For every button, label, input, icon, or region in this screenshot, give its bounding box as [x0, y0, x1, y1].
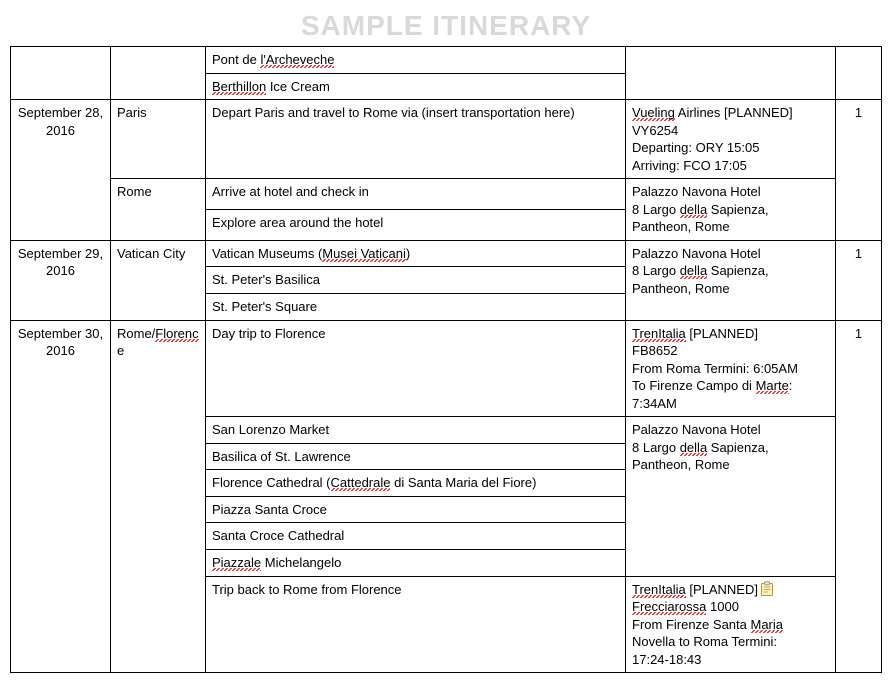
location-cell: Rome/Florence	[111, 320, 206, 673]
nights-cell: 1	[836, 100, 882, 241]
activity-cell: Berthillon Ice Cream	[206, 73, 626, 100]
activity-cell: Piazza Santa Croce	[206, 496, 626, 523]
transport-cell: Palazzo Navona Hotel 8 Largo della Sapie…	[626, 417, 836, 576]
itinerary-table: Pont de l'Archeveche Berthillon Ice Crea…	[10, 46, 882, 673]
activity-cell: St. Peter's Square	[206, 294, 626, 321]
table-row: Pont de l'Archeveche	[11, 47, 882, 74]
location-cell: Vatican City	[111, 240, 206, 320]
activity-cell: Depart Paris and travel to Rome via (ins…	[206, 100, 626, 179]
activity-cell: Trip back to Rome from Florence	[206, 576, 626, 673]
activity-cell: Florence Cathedral (Cattedrale di Santa …	[206, 470, 626, 497]
date-cell	[11, 47, 111, 100]
activity-cell: Arrive at hotel and check in	[206, 179, 626, 210]
activity-cell: San Lorenzo Market	[206, 417, 626, 444]
clipboard-icon	[760, 581, 774, 597]
date-cell: September 30, 2016	[11, 320, 111, 673]
nights-cell: 1	[836, 240, 882, 320]
transport-cell	[626, 47, 836, 100]
date-cell: September 28, 2016	[11, 100, 111, 241]
table-row: September 29, 2016 Vatican City Vatican …	[11, 240, 882, 267]
activity-cell: Vatican Museums (Musei Vaticani)	[206, 240, 626, 267]
transport-cell: Palazzo Navona Hotel 8 Largo della Sapie…	[626, 240, 836, 320]
watermark-title: SAMPLE ITINERARY	[10, 10, 882, 42]
activity-cell: Santa Croce Cathedral	[206, 523, 626, 550]
nights-cell	[836, 47, 882, 100]
table-row: September 30, 2016 Rome/Florence Day tri…	[11, 320, 882, 417]
date-cell: September 29, 2016	[11, 240, 111, 320]
activity-cell: Piazzale Michelangelo	[206, 550, 626, 577]
location-cell: Paris	[111, 100, 206, 179]
transport-cell: Palazzo Navona Hotel 8 Largo della Sapie…	[626, 179, 836, 241]
transport-cell: Vueling Airlines [PLANNED] VY6254 Depart…	[626, 100, 836, 179]
location-cell: Rome	[111, 179, 206, 241]
nights-cell: 1	[836, 320, 882, 673]
location-cell	[111, 47, 206, 100]
activity-cell: Basilica of St. Lawrence	[206, 443, 626, 470]
activity-cell: St. Peter's Basilica	[206, 267, 626, 294]
table-row: Rome Arrive at hotel and check in Palazz…	[11, 179, 882, 210]
activity-cell: Explore area around the hotel	[206, 210, 626, 241]
transport-cell: TrenItalia [PLANNED] FB8652 From Roma Te…	[626, 320, 836, 417]
table-row: September 28, 2016 Paris Depart Paris an…	[11, 100, 882, 179]
transport-cell: TrenItalia [PLANNED] Frecciarossa 1000 F…	[626, 576, 836, 673]
activity-cell: Pont de l'Archeveche	[206, 47, 626, 74]
activity-cell: Day trip to Florence	[206, 320, 626, 417]
